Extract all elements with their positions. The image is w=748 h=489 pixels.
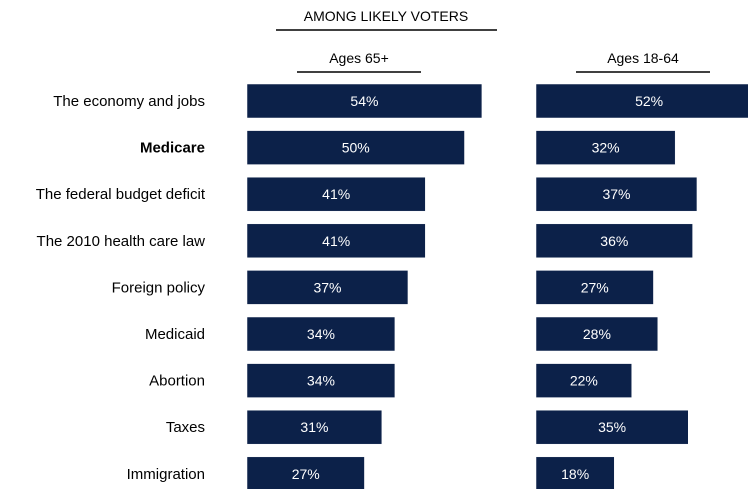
bar [246, 223, 426, 259]
bar-value-label: 34% [307, 373, 335, 389]
chart-title: AMONG LIKELY VOTERS [304, 8, 468, 24]
bar [246, 316, 396, 352]
category-label: Medicare [140, 140, 205, 157]
category-label: The economy and jobs [53, 93, 205, 110]
series-panel-1: Ages 65+ 54% 50% 41% 41% 37% 34% 34% 31% 27% [246, 50, 483, 489]
bar-value-label: 54% [350, 93, 378, 109]
category-label: Medicaid [145, 326, 205, 343]
bar-value-label: 41% [322, 233, 350, 249]
bar-value-label: 28% [583, 326, 611, 342]
bar [246, 83, 483, 119]
category-label: Immigration [127, 466, 205, 483]
bar-value-label: 52% [635, 93, 663, 109]
bar-value-label: 35% [598, 419, 626, 435]
bar-value-label: 34% [307, 326, 335, 342]
bar-value-label: 27% [292, 466, 320, 482]
bar [535, 363, 632, 398]
category-label: Abortion [149, 373, 205, 390]
bar [535, 223, 693, 259]
bar-value-label: 32% [592, 140, 620, 156]
bar [535, 130, 676, 165]
bar [535, 456, 615, 489]
bar-value-label: 37% [602, 186, 630, 202]
bar [535, 176, 698, 212]
category-label: The 2010 health care law [37, 233, 206, 250]
bar-value-label: 50% [342, 140, 370, 156]
bar [535, 83, 748, 119]
bar [535, 270, 654, 305]
bar [246, 456, 365, 489]
series-header: Ages 18-64 [607, 50, 679, 66]
bar [246, 270, 409, 305]
bar [246, 363, 396, 398]
bar [535, 316, 659, 352]
category-label: The federal budget deficit [36, 186, 206, 203]
bar-value-label: 41% [322, 186, 350, 202]
bar [246, 176, 426, 212]
category-label: Foreign policy [112, 279, 206, 296]
series-header: Ages 65+ [329, 50, 389, 66]
bar [246, 130, 465, 165]
bar-value-label: 18% [561, 466, 589, 482]
bar-value-label: 36% [600, 233, 628, 249]
bar [535, 409, 689, 445]
bar-value-label: 37% [313, 279, 341, 295]
bar-value-label: 22% [570, 373, 598, 389]
series-panel-2: Ages 18-64 52% 32% 37% 36% 27% 28% 22% 35% 18% [535, 50, 748, 489]
bar-value-label: 27% [581, 279, 609, 295]
bar [246, 409, 383, 445]
category-label: Taxes [166, 419, 205, 436]
bar-value-label: 31% [300, 419, 328, 435]
